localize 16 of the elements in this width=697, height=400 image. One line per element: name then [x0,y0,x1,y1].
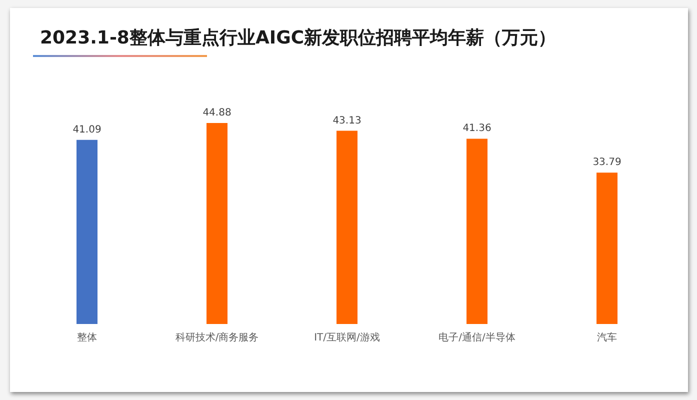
x-tick-label: 科研技术/商务服务 [175,332,259,344]
data-label: 33.79 [592,157,622,168]
x-tick-label: 电子/通信/半导体 [438,332,516,344]
bar [596,172,618,324]
x-tick-label: 汽车 [597,332,617,344]
data-label: 41.09 [72,124,102,136]
data-label: 44.88 [202,107,232,118]
bar [206,122,228,324]
bar [466,138,488,324]
x-tick-label: IT/互联网/游戏 [314,332,380,344]
bar [336,130,358,324]
chart-title: 2023.1-8整体与重点行业AIGC新发职位招聘平均年薪（万元） [40,28,556,48]
data-label: 43.13 [332,115,362,126]
x-tick-label: 整体 [77,332,97,344]
data-label: 41.36 [462,123,492,134]
bar [76,140,98,324]
